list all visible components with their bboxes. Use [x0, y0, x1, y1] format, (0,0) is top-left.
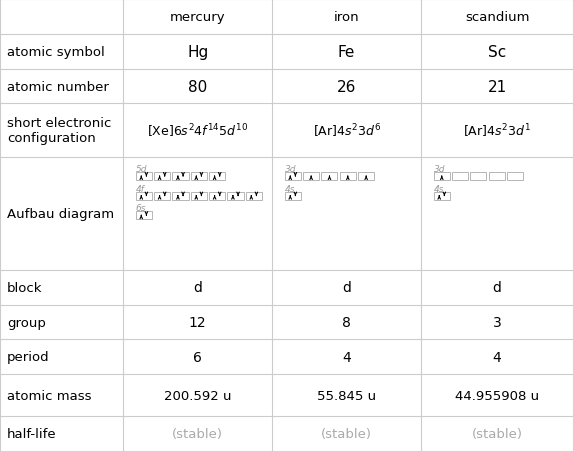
Text: 3d: 3d [285, 165, 296, 174]
Bar [434, 173, 450, 180]
Bar [285, 192, 301, 200]
Text: 21: 21 [488, 79, 507, 94]
Text: (stable): (stable) [472, 427, 523, 440]
Text: 26: 26 [337, 79, 356, 94]
Bar [154, 173, 170, 180]
Text: period: period [7, 350, 49, 364]
Bar [172, 173, 189, 180]
Bar [136, 212, 152, 220]
Text: 12: 12 [189, 315, 206, 329]
Text: (stable): (stable) [321, 427, 372, 440]
Bar [209, 173, 225, 180]
Text: d: d [493, 281, 501, 295]
Bar [227, 192, 244, 200]
Text: group: group [7, 316, 46, 329]
Text: [Ar]4$s^2$3$d^6$: [Ar]4$s^2$3$d^6$ [312, 122, 381, 140]
Bar [191, 173, 207, 180]
Text: 6: 6 [193, 350, 202, 364]
Bar [172, 192, 189, 200]
Bar [136, 192, 152, 200]
Text: atomic symbol: atomic symbol [7, 46, 105, 59]
Bar [358, 173, 374, 180]
Text: 4s: 4s [285, 184, 295, 193]
Text: 6s: 6s [136, 204, 146, 213]
Text: 8: 8 [342, 315, 351, 329]
Bar [303, 173, 319, 180]
Text: Fe: Fe [338, 45, 355, 60]
Bar [470, 173, 486, 180]
Text: half-life: half-life [7, 427, 57, 440]
Bar [246, 192, 262, 200]
Text: 3d: 3d [434, 165, 445, 174]
Bar [321, 173, 337, 180]
Text: atomic mass: atomic mass [7, 389, 91, 402]
Text: [Xe]6$s^2$4$f^{14}$5$d^{10}$: [Xe]6$s^2$4$f^{14}$5$d^{10}$ [147, 122, 248, 140]
Text: 4: 4 [493, 350, 501, 364]
Text: iron: iron [334, 11, 359, 24]
Bar [340, 173, 356, 180]
Text: 4s: 4s [434, 184, 444, 193]
Text: 4f: 4f [136, 184, 144, 193]
Bar [507, 173, 523, 180]
Text: 4: 4 [342, 350, 351, 364]
Text: 5d: 5d [136, 165, 147, 174]
Text: 200.592 u: 200.592 u [164, 389, 231, 402]
Text: d: d [342, 281, 351, 295]
Bar [434, 192, 450, 200]
Text: 3: 3 [493, 315, 501, 329]
Text: d: d [193, 281, 202, 295]
Text: short electronic
configuration: short electronic configuration [7, 117, 111, 145]
Text: block: block [7, 281, 42, 294]
Bar [191, 192, 207, 200]
Bar [452, 173, 468, 180]
Text: mercury: mercury [170, 11, 226, 24]
Text: (stable): (stable) [172, 427, 223, 440]
Bar [154, 192, 170, 200]
Bar [285, 173, 301, 180]
Text: 55.845 u: 55.845 u [317, 389, 376, 402]
Text: Sc: Sc [488, 45, 506, 60]
Text: [Ar]4$s^2$3$d^1$: [Ar]4$s^2$3$d^1$ [463, 122, 531, 140]
Text: atomic number: atomic number [7, 80, 109, 93]
Text: 80: 80 [188, 79, 207, 94]
Text: scandium: scandium [465, 11, 529, 24]
Bar [489, 173, 505, 180]
Text: 44.955908 u: 44.955908 u [455, 389, 539, 402]
Bar [136, 173, 152, 180]
Bar [209, 192, 225, 200]
Text: Aufbau diagram: Aufbau diagram [7, 207, 114, 221]
Text: Hg: Hg [187, 45, 209, 60]
